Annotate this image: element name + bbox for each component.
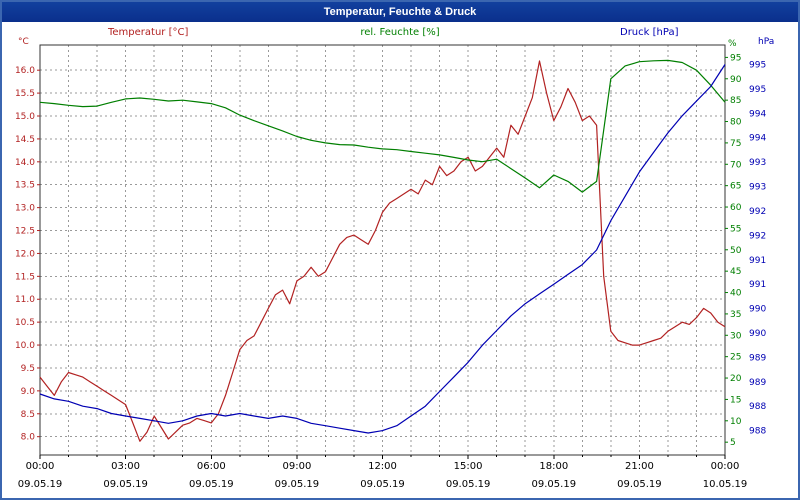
pressure-tick-label: 988: [749, 402, 766, 412]
humidity-tick-label: 85: [730, 96, 741, 106]
time-tick-label: 18:00: [539, 461, 568, 472]
humidity-tick-label: 15: [730, 395, 741, 405]
series-lines: [39, 59, 726, 442]
humidity-tick-label: 90: [730, 75, 742, 85]
humidity-axis-tick-labels: 95 90 85 80 75 70 65 60 55 50 45 40 35 30 25 20 15 10 5: [725, 53, 742, 448]
date-tick-label: 09.05.19: [275, 479, 320, 490]
time-tick-label: 09:00: [282, 461, 311, 472]
humidity-tick-label: 75: [730, 139, 741, 149]
pressure-tick-label: 989: [749, 353, 766, 363]
pressure-series-label: Druck [hPa]: [620, 27, 679, 38]
date-tick-label: 09.05.19: [189, 479, 234, 490]
series-pressure-line: [39, 64, 726, 434]
temperature-tick-label: 15.5: [15, 89, 35, 99]
humidity-tick-label: 35: [730, 310, 741, 320]
pressure-tick-label: 994: [749, 134, 766, 144]
temperature-tick-label: 8.0: [21, 433, 36, 443]
date-tick-label: 10.05.19: [703, 479, 748, 490]
date-tick-label: 09.05.19: [18, 479, 63, 490]
temperature-axis-tick-labels: 16.0 15.5 15.0 14.5 14.0 13.5 13.0 12.5 12.0 11.5…: [15, 66, 40, 443]
temperature-axis-unit: °C: [18, 37, 29, 47]
time-axis-labels: 00:00 09.05.19 03:00 09.05.19 06:00 09.05.19 0…: [18, 455, 748, 490]
time-tick-label: 21:00: [625, 461, 654, 472]
pressure-tick-label: 994: [749, 109, 766, 119]
pressure-tick-label: 988: [749, 427, 766, 437]
temperature-tick-label: 16.0: [15, 66, 35, 76]
temperature-tick-label: 9.5: [21, 364, 35, 374]
temperature-tick-label: 13.5: [15, 181, 35, 191]
pressure-tick-label: 991: [749, 256, 766, 266]
window-title: Temperatur, Feuchte & Druck: [323, 6, 477, 18]
pressure-tick-label: 989: [749, 378, 766, 388]
temperature-tick-label: 9.0: [21, 387, 36, 397]
time-tick-label: 00:00: [26, 461, 55, 472]
temperature-tick-label: 12.5: [15, 227, 35, 237]
temperature-tick-label: 14.5: [15, 135, 35, 145]
temperature-series-label: Temperatur [°C]: [108, 27, 189, 38]
pressure-tick-label: 991: [749, 280, 766, 290]
temperature-tick-label: 10.5: [15, 318, 35, 328]
temperature-tick-label: 13.0: [15, 204, 35, 214]
temperature-tick-label: 11.5: [15, 272, 35, 282]
date-tick-label: 09.05.19: [446, 479, 491, 490]
grid-lines: [40, 45, 725, 455]
time-tick-label: 03:00: [111, 461, 140, 472]
date-tick-label: 09.05.19: [532, 479, 577, 490]
temperature-tick-label: 10.0: [15, 341, 35, 351]
pressure-axis-unit: hPa: [758, 37, 775, 47]
chart-area: Temperatur [°C] rel. Feuchte [%] Druck […: [2, 22, 798, 498]
time-tick-label: 00:00: [711, 461, 740, 472]
pressure-axis-tick-labels: 995 995 994 994 993 993 992 992 991 991 990 990 989 9…: [749, 61, 766, 437]
pressure-tick-label: 995: [749, 85, 766, 95]
pressure-tick-label: 990: [749, 305, 766, 315]
pressure-tick-label: 992: [749, 231, 766, 241]
pressure-tick-label: 995: [749, 61, 766, 71]
date-tick-label: 09.05.19: [103, 479, 148, 490]
date-tick-label: 09.05.19: [617, 479, 662, 490]
humidity-tick-label: 50: [730, 246, 742, 256]
series-humidity-line: [39, 59, 726, 193]
temperature-tick-label: 8.5: [21, 410, 35, 420]
humidity-tick-label: 60: [730, 203, 742, 213]
series-temperature-line: [39, 60, 726, 442]
humidity-series-label: rel. Feuchte [%]: [360, 27, 440, 38]
date-tick-label: 09.05.19: [360, 479, 405, 490]
temperature-tick-label: 11.0: [15, 295, 35, 305]
humidity-tick-label: 30: [730, 331, 742, 341]
humidity-tick-label: 5: [730, 438, 736, 448]
time-tick-label: 15:00: [454, 461, 483, 472]
humidity-tick-label: 40: [730, 289, 742, 299]
humidity-tick-label: 95: [730, 53, 741, 63]
time-tick-label: 12:00: [368, 461, 397, 472]
humidity-tick-label: 70: [730, 160, 742, 170]
chart-plot: 16.0 15.5 15.0 14.5 14.0 13.5 13.0 12.5 12.0 11.5…: [15, 44, 766, 490]
temperature-tick-label: 15.0: [15, 112, 35, 122]
temperature-tick-label: 14.0: [15, 158, 35, 168]
pressure-tick-label: 990: [749, 329, 766, 339]
pressure-tick-label: 993: [749, 158, 766, 168]
humidity-tick-label: 25: [730, 353, 741, 363]
humidity-tick-label: 45: [730, 267, 741, 277]
pressure-tick-label: 993: [749, 183, 766, 193]
temperature-tick-label: 12.0: [15, 249, 35, 259]
humidity-tick-label: 10: [730, 417, 742, 427]
humidity-tick-label: 20: [730, 374, 742, 384]
time-tick-label: 06:00: [197, 461, 226, 472]
titlebar: Temperatur, Feuchte & Druck: [2, 2, 798, 22]
humidity-tick-label: 55: [730, 224, 741, 234]
humidity-tick-label: 65: [730, 182, 741, 192]
humidity-axis-unit: %: [728, 39, 737, 49]
pressure-tick-label: 992: [749, 207, 766, 217]
humidity-tick-label: 80: [730, 118, 742, 128]
